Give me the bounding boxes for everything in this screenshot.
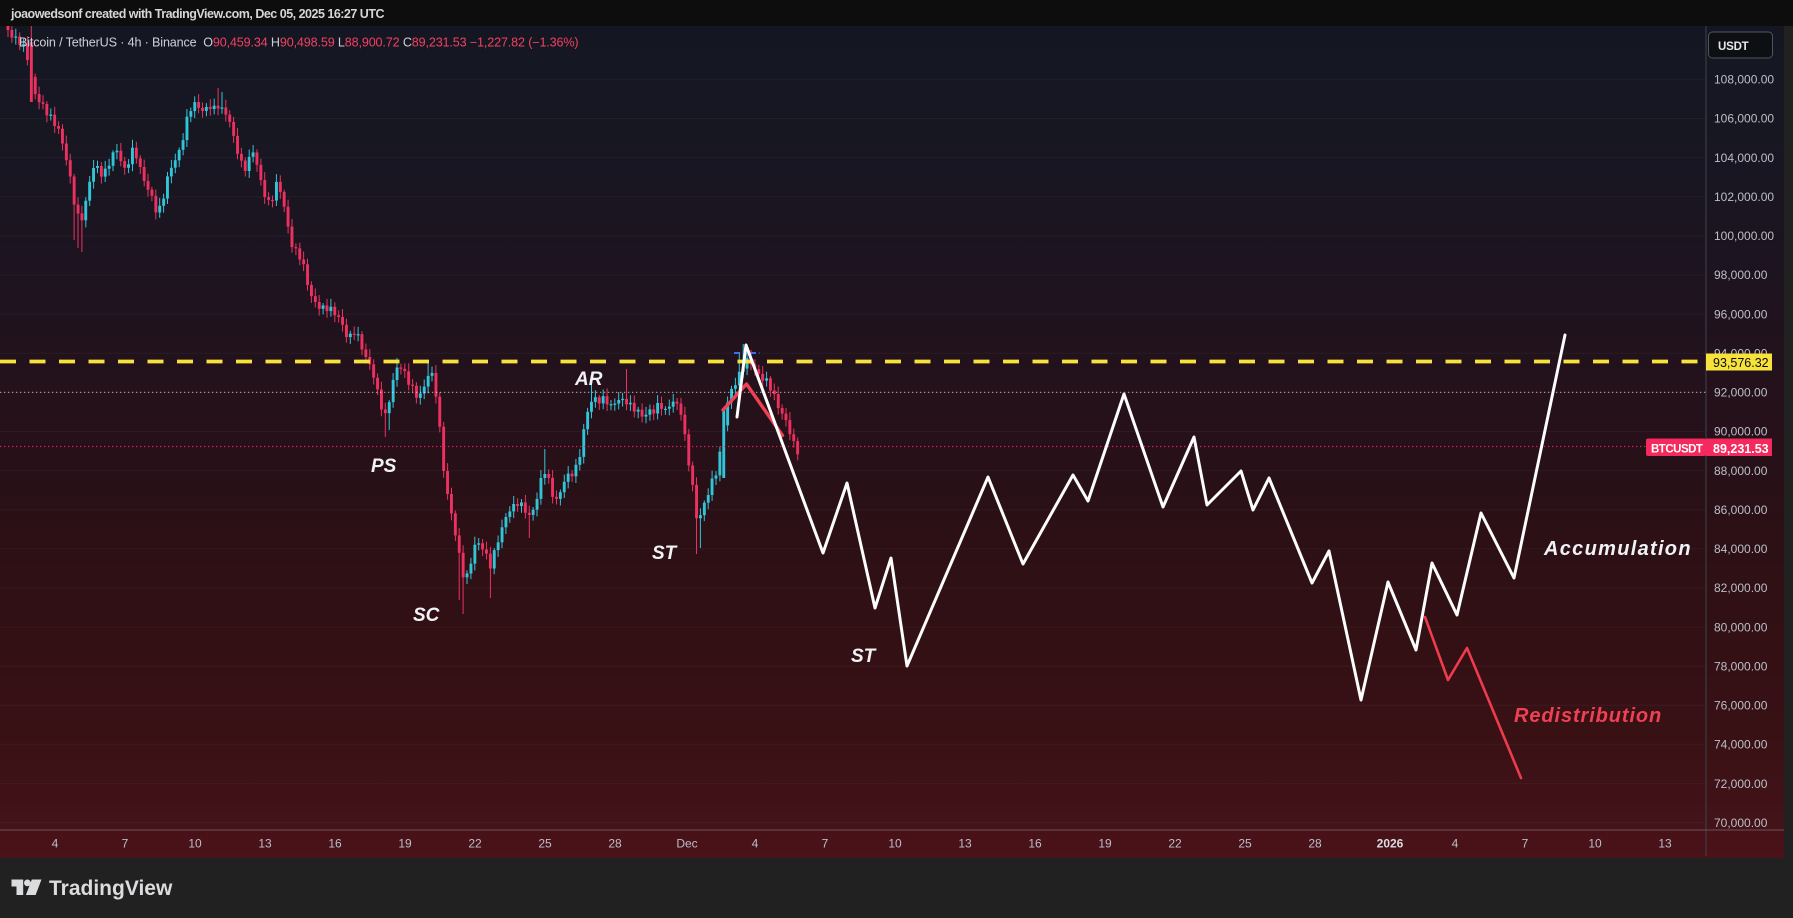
svg-text:25: 25 <box>538 837 552 851</box>
svg-text:90,000.00: 90,000.00 <box>1714 425 1768 439</box>
svg-text:4: 4 <box>52 837 59 851</box>
svg-text:7: 7 <box>1522 837 1529 851</box>
svg-text:PS: PS <box>371 456 397 477</box>
svg-text:10: 10 <box>188 837 202 851</box>
svg-text:28: 28 <box>1308 837 1322 851</box>
svg-text:93,576.32: 93,576.32 <box>1713 356 1769 370</box>
svg-text:104,000.00: 104,000.00 <box>1714 151 1774 165</box>
svg-text:7: 7 <box>122 837 129 851</box>
svg-text:7: 7 <box>822 837 829 851</box>
svg-text:13: 13 <box>1658 837 1672 851</box>
svg-text:92,000.00: 92,000.00 <box>1714 386 1768 400</box>
svg-text:28: 28 <box>608 837 622 851</box>
svg-text:96,000.00: 96,000.00 <box>1714 307 1768 321</box>
svg-text:2026: 2026 <box>1377 837 1404 851</box>
svg-text:72,000.00: 72,000.00 <box>1714 777 1768 791</box>
svg-text:Redistribution: Redistribution <box>1514 705 1662 727</box>
svg-text:19: 19 <box>1098 837 1112 851</box>
svg-text:13: 13 <box>958 837 972 851</box>
svg-text:TradingView: TradingView <box>49 877 173 900</box>
svg-text:78,000.00: 78,000.00 <box>1714 659 1768 673</box>
svg-text:88,000.00: 88,000.00 <box>1714 464 1768 478</box>
svg-text:70,000.00: 70,000.00 <box>1714 816 1768 830</box>
svg-text:Accumulation: Accumulation <box>1543 538 1692 560</box>
svg-text:80,000.00: 80,000.00 <box>1714 620 1768 634</box>
svg-text:USDT: USDT <box>1718 41 1749 53</box>
svg-text:98,000.00: 98,000.00 <box>1714 268 1768 282</box>
svg-text:Dec: Dec <box>676 837 697 851</box>
svg-text:108,000.00: 108,000.00 <box>1714 73 1774 87</box>
svg-text:AR: AR <box>574 369 603 390</box>
svg-text:82,000.00: 82,000.00 <box>1714 581 1768 595</box>
svg-text:106,000.00: 106,000.00 <box>1714 112 1774 126</box>
svg-text:22: 22 <box>468 837 482 851</box>
svg-text:100,000.00: 100,000.00 <box>1714 229 1774 243</box>
svg-text:16: 16 <box>1028 837 1042 851</box>
svg-text:13: 13 <box>258 837 272 851</box>
svg-text:74,000.00: 74,000.00 <box>1714 738 1768 752</box>
svg-text:22: 22 <box>1168 837 1182 851</box>
svg-text:25: 25 <box>1238 837 1252 851</box>
svg-text:76,000.00: 76,000.00 <box>1714 699 1768 713</box>
svg-text:89,231.53: 89,231.53 <box>1713 442 1769 456</box>
svg-text:10: 10 <box>888 837 902 851</box>
svg-text:4: 4 <box>1452 837 1459 851</box>
svg-text:86,000.00: 86,000.00 <box>1714 503 1768 517</box>
svg-text:ST: ST <box>851 646 877 667</box>
svg-text:ST: ST <box>652 543 678 564</box>
svg-text:4: 4 <box>752 837 759 851</box>
svg-text:BTCUSDT: BTCUSDT <box>1651 444 1703 456</box>
svg-text:19: 19 <box>398 837 412 851</box>
svg-text:SC: SC <box>413 605 440 626</box>
svg-text:Bitcoin / TetherUS · 4h · Bina: Bitcoin / TetherUS · 4h · Binance O90,45… <box>19 35 578 49</box>
svg-text:16: 16 <box>328 837 342 851</box>
svg-text:84,000.00: 84,000.00 <box>1714 542 1768 556</box>
svg-text:10: 10 <box>1588 837 1602 851</box>
svg-text:102,000.00: 102,000.00 <box>1714 190 1774 204</box>
